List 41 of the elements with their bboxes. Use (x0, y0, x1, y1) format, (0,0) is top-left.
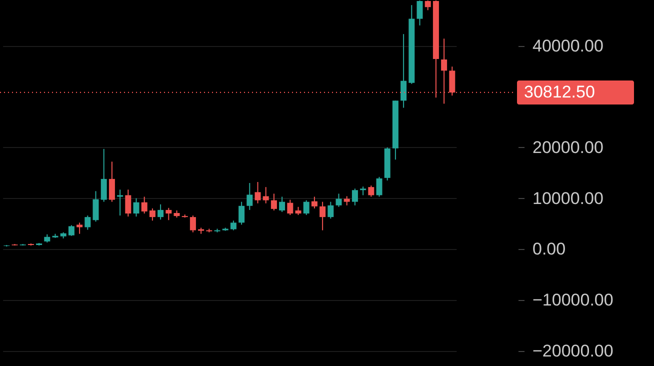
candlestick (303, 200, 310, 216)
candlestick (287, 199, 294, 216)
candlestick (92, 190, 99, 222)
candlestick (368, 185, 374, 198)
candlestick (311, 196, 318, 209)
candlestick (190, 215, 196, 233)
candlestick (279, 196, 286, 212)
candlestick (68, 224, 74, 236)
candlestick (246, 182, 253, 210)
candlestick (400, 34, 407, 108)
y-tick-label: 20000.00 (532, 138, 604, 157)
candlestick (352, 188, 358, 206)
candlestick (117, 189, 124, 216)
candlestick (133, 198, 140, 218)
candlestick (416, 0, 423, 26)
candlestick (125, 189, 132, 218)
ref-line-label: 30812.50 (524, 82, 595, 102)
candlestick (376, 176, 382, 198)
candlestick (149, 208, 156, 222)
candlestick (238, 201, 245, 226)
candlestick (100, 148, 107, 202)
candlestick (424, 0, 431, 11)
y-tick-label: 10000.00 (532, 188, 604, 208)
candlestick (254, 181, 261, 204)
candlestick (108, 161, 115, 202)
y-tick-label: −10000.00 (532, 290, 614, 310)
y-tick-label: −20000.00 (532, 341, 614, 360)
candlestick (158, 204, 164, 220)
candlestick (320, 201, 326, 231)
candlestick (270, 193, 277, 211)
candlestick (344, 196, 350, 206)
candlestick (76, 222, 83, 234)
y-tick-label: 40000.00 (532, 36, 604, 56)
candlestick (84, 215, 91, 230)
candlestick (328, 201, 334, 220)
candlestick (141, 196, 148, 214)
candlestick (230, 220, 236, 231)
candlestick (336, 193, 342, 208)
candlestick (262, 186, 269, 204)
candlestick (166, 207, 172, 221)
y-tick-label: 0.00 (532, 240, 566, 259)
